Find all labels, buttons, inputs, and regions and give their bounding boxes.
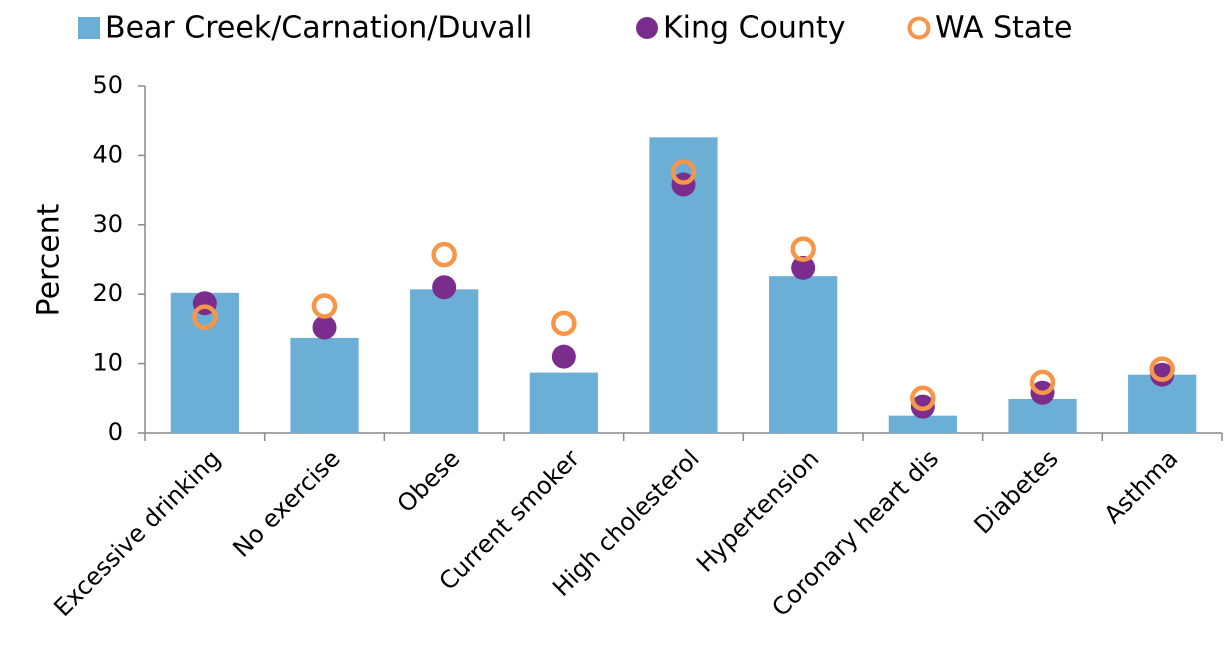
dot xyxy=(551,344,576,369)
ring xyxy=(551,310,577,337)
dot xyxy=(432,275,457,300)
legend-label: WA State xyxy=(935,11,1073,46)
bar xyxy=(888,415,957,433)
ring xyxy=(431,241,457,268)
bar xyxy=(769,276,838,433)
x-tick-label: Asthma xyxy=(1099,444,1184,529)
legend-swatch xyxy=(78,17,100,39)
ring xyxy=(1149,356,1175,382)
y-tick-label: 20 xyxy=(92,279,123,307)
y-axis-label: Percent xyxy=(32,203,67,316)
ring xyxy=(790,236,816,262)
ring xyxy=(311,293,338,319)
legend-label: Bear Creek/Carnation/Duvall xyxy=(105,11,532,46)
y-tick-label: 30 xyxy=(92,210,123,238)
x-tick-label: Excessive drinking xyxy=(48,444,226,622)
legend-label: King County xyxy=(663,11,845,46)
dot xyxy=(1150,362,1175,387)
dot xyxy=(312,315,337,340)
y-tick-label: 50 xyxy=(92,71,123,99)
ring xyxy=(670,159,697,185)
bar xyxy=(410,289,479,433)
y-tick-label: 40 xyxy=(92,140,123,168)
x-tick-label: Obese xyxy=(392,444,466,518)
legend-swatch xyxy=(907,16,931,40)
ring xyxy=(1029,369,1056,396)
dot xyxy=(791,255,816,280)
x-tick-label: Diabetes xyxy=(969,444,1064,539)
y-tick-label: 10 xyxy=(92,349,123,377)
bar xyxy=(170,292,239,433)
y-tick-label: 0 xyxy=(108,418,123,446)
legend-swatch xyxy=(636,17,658,39)
x-tick-label: Hypertension xyxy=(691,444,824,577)
bar xyxy=(529,372,598,433)
x-tick-label: No exercise xyxy=(227,444,345,562)
bar xyxy=(290,337,359,433)
ring xyxy=(192,304,218,330)
ring xyxy=(910,385,936,412)
